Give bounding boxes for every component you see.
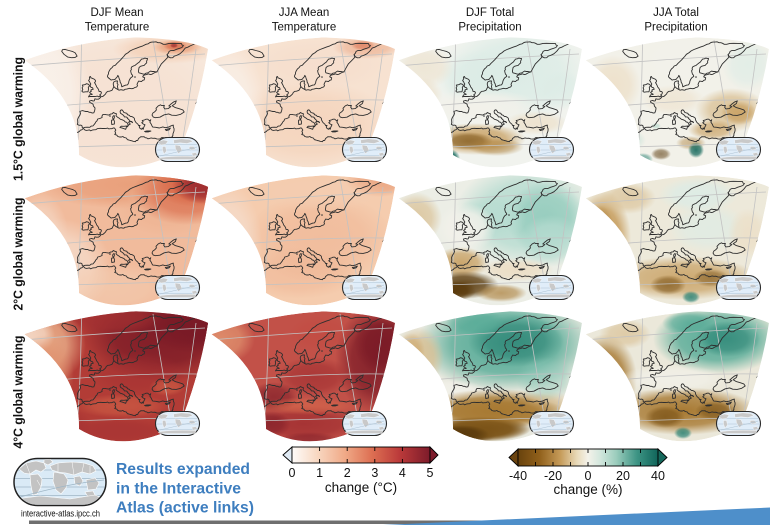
svg-text:40: 40 xyxy=(651,469,665,483)
svg-text:1.5°C global warming: 1.5°C global warming xyxy=(12,57,26,181)
svg-text:change (%): change (%) xyxy=(553,482,622,497)
svg-text:0: 0 xyxy=(289,466,296,480)
svg-text:0: 0 xyxy=(585,469,592,483)
svg-text:Temperature: Temperature xyxy=(85,22,150,34)
svg-text:3: 3 xyxy=(371,466,378,480)
svg-text:-40: -40 xyxy=(509,469,527,483)
svg-text:2°C global warming: 2°C global warming xyxy=(12,198,26,311)
svg-text:5: 5 xyxy=(427,466,434,480)
svg-text:JJA Total: JJA Total xyxy=(653,7,699,19)
svg-text:Temperature: Temperature xyxy=(272,22,337,34)
svg-text:JJA Mean: JJA Mean xyxy=(279,7,330,19)
svg-text:in the Interactive: in the Interactive xyxy=(116,481,241,498)
svg-text:interactive-atlas.ipcc.ch: interactive-atlas.ipcc.ch xyxy=(21,509,100,519)
svg-text:DJF Total: DJF Total xyxy=(466,7,514,19)
svg-text:1: 1 xyxy=(316,466,323,480)
svg-text:Atlas (active links): Atlas (active links) xyxy=(116,500,254,517)
svg-text:4°C global warming: 4°C global warming xyxy=(12,336,26,449)
svg-text:Precipitation: Precipitation xyxy=(458,22,521,34)
svg-text:-20: -20 xyxy=(544,469,562,483)
svg-text:Results expanded: Results expanded xyxy=(116,461,250,478)
svg-text:Precipitation: Precipitation xyxy=(644,22,707,34)
svg-text:4: 4 xyxy=(399,466,406,480)
svg-text:change (°C): change (°C) xyxy=(325,480,397,495)
svg-text:20: 20 xyxy=(616,469,630,483)
svg-text:2: 2 xyxy=(344,466,351,480)
svg-text:DJF Mean: DJF Mean xyxy=(90,7,143,19)
